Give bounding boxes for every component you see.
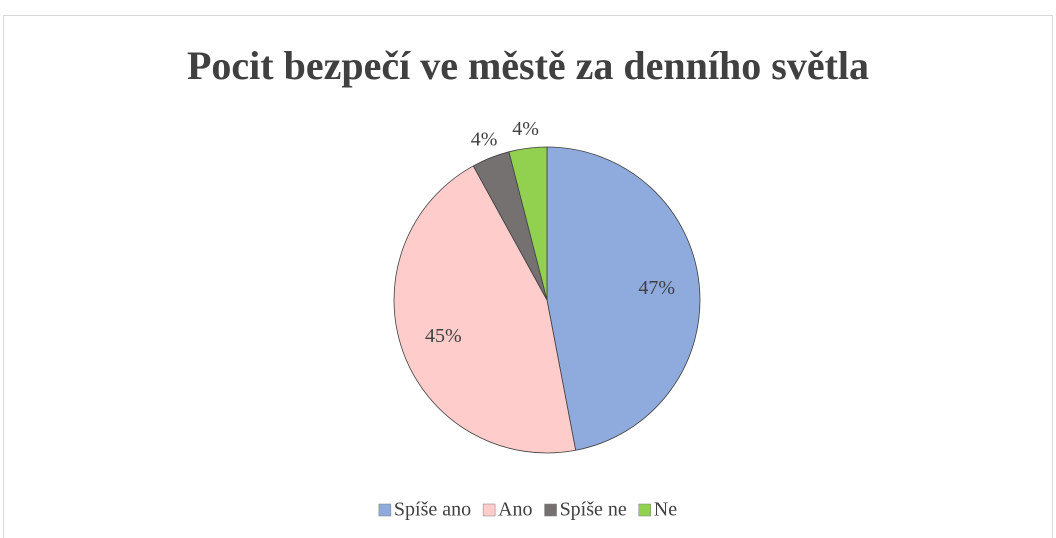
legend-label: Spíše ne xyxy=(560,499,627,521)
pie-slice xyxy=(508,146,548,301)
legend-swatch xyxy=(638,503,652,517)
legend-swatch xyxy=(482,503,496,517)
chart-title: Pocit bezpečí ve městě za denního světla xyxy=(187,43,869,88)
legend-label: Ne xyxy=(654,499,677,521)
legend-swatch xyxy=(378,503,392,517)
data-label: 4% xyxy=(471,129,498,151)
pie-slice xyxy=(393,165,577,454)
pie-slice xyxy=(546,146,701,451)
legend-swatch xyxy=(544,503,557,517)
data-label: 47% xyxy=(638,277,675,299)
data-label: 4% xyxy=(512,118,539,140)
data-label: 45% xyxy=(425,325,462,347)
legend-label: Ano xyxy=(498,499,532,521)
legend-label: Spíše ano xyxy=(394,499,471,521)
